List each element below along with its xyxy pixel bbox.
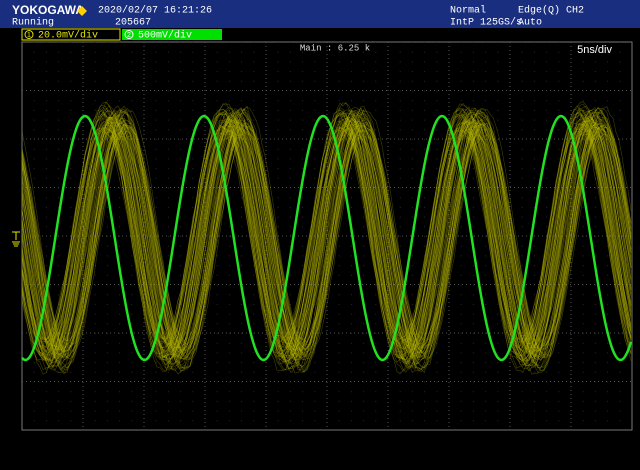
scope-screen: YOKOGAWA 2020/02/07 16:21:26 Running 205… [0, 0, 640, 470]
main-record: Main : 6.25 k [300, 43, 370, 53]
page: YOKOGAWA 2020/02/07 16:21:26 Running 205… [0, 0, 640, 470]
ch2-scale: 500mV/div [138, 30, 192, 42]
timebase: 5ns/div [577, 44, 612, 56]
status: Running [12, 17, 54, 29]
brand: YOKOGAWA [12, 3, 84, 17]
ch1-number: 1 [27, 32, 31, 39]
sample-rate: IntP 125GS/s [450, 17, 522, 29]
ch2-number: 2 [127, 32, 131, 39]
datetime: 2020/02/07 16:21:26 [98, 5, 212, 17]
trigger-source: Edge(Q) CH2 [518, 5, 584, 17]
trigger-mode: Auto [518, 18, 542, 29]
acq-count: 205667 [115, 18, 151, 29]
ch1-scale: 20.0mV/div [38, 30, 98, 42]
acq-mode: Normal [450, 5, 486, 17]
